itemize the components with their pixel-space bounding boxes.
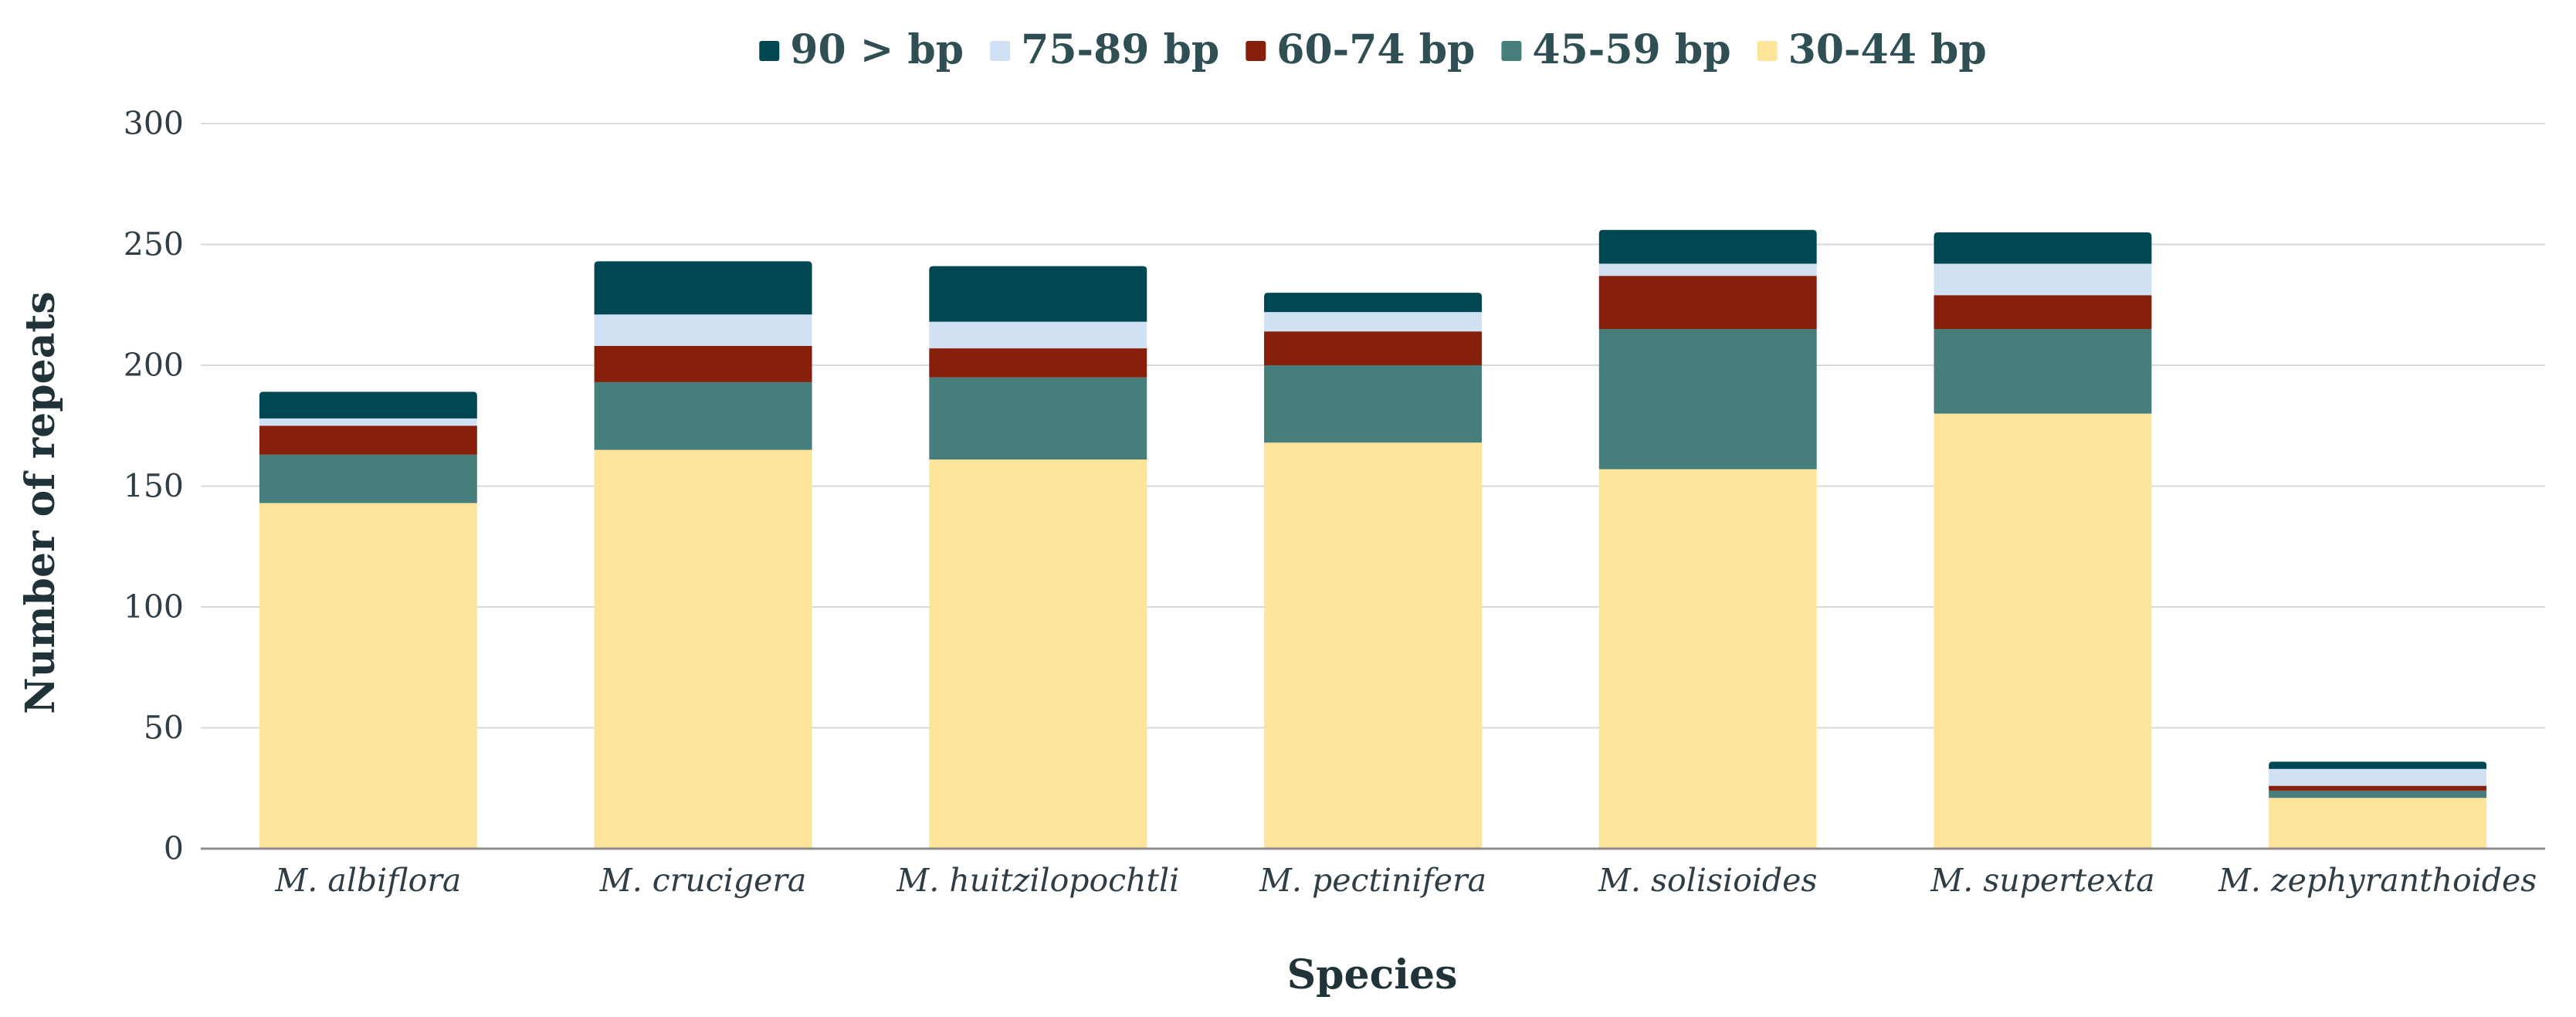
x-tick-label: M. pectinifera [1259, 862, 1486, 899]
bar-stack [594, 261, 812, 849]
bar-segment [929, 377, 1147, 460]
bars [259, 229, 2487, 849]
bar-segment [259, 503, 477, 849]
bar-segment [929, 266, 1147, 322]
y-tick-label: 0 [164, 830, 184, 867]
bar-segment [259, 392, 477, 419]
bar-segment [929, 321, 1147, 349]
legend-label: 75-89 bp [1021, 26, 1219, 73]
bar-segment [1264, 312, 1482, 332]
y-axis-title: Number of repeats [17, 291, 64, 714]
bar-segment [594, 381, 812, 450]
legend-swatch [1757, 41, 1778, 61]
x-axis-ticks: M. albiflora M. crucigera M. huitzilopocht… [274, 862, 2537, 899]
bar-segment [2269, 798, 2487, 849]
bar-segment [1598, 263, 1817, 276]
bar-stack [2269, 761, 2487, 849]
legend-swatch [1246, 41, 1266, 61]
bar-segment [259, 454, 477, 503]
bar-segment [594, 261, 812, 315]
y-tick-label: 300 [124, 105, 184, 142]
legend-label: 90 > bp [790, 26, 964, 73]
bar-segment [1264, 331, 1482, 365]
bar-stack [1934, 232, 2152, 849]
bar-segment [2269, 790, 2487, 798]
bar-segment [929, 459, 1147, 849]
bar-stack [259, 392, 477, 849]
y-axis-ticks: 0 50 100 150 200 250 300 [124, 105, 184, 867]
bar-segment [1264, 442, 1482, 849]
bar-stack [1264, 293, 1482, 849]
bar-segment [1598, 329, 1817, 470]
legend-item: 75-89 bp [990, 26, 1219, 73]
bar-segment [594, 449, 812, 849]
legend-label: 30-44 bp [1788, 26, 1987, 73]
bar-segment [929, 348, 1147, 378]
y-tick-label: 50 [144, 710, 184, 747]
x-tick-label: M. solisioides [1598, 862, 1818, 899]
legend: 90 > bp 75-89 bp 60-74 bp 45-59 bp 30-44 bp [759, 26, 1987, 73]
y-tick-label: 100 [124, 588, 184, 625]
bar-segment [1934, 413, 2152, 849]
x-tick-label: M. huitzilopochtli [896, 862, 1179, 899]
bar-segment [1598, 276, 1817, 330]
legend-label: 45-59 bp [1532, 26, 1730, 73]
legend-item: 90 > bp [759, 26, 964, 73]
x-tick-label: M. zephyranthoides [2218, 862, 2537, 899]
bar-segment [1934, 263, 2152, 296]
legend-swatch [759, 41, 780, 61]
x-tick-label: M. supertexta [1930, 862, 2154, 899]
bar-segment [1934, 329, 2152, 414]
legend-swatch [990, 41, 1011, 61]
y-tick-label: 200 [124, 347, 184, 384]
x-tick-label: M. albiflora [274, 862, 461, 899]
bar-stack [1598, 229, 1817, 849]
x-axis-title: Species [1287, 951, 1458, 998]
bar-segment [259, 418, 477, 426]
bar-segment [2269, 785, 2487, 791]
legend-item: 30-44 bp [1757, 26, 1987, 73]
legend-label: 60-74 bp [1276, 26, 1475, 73]
bar-segment [1598, 469, 1817, 849]
bar-stack [929, 266, 1147, 849]
bar-segment [2269, 768, 2487, 786]
bar-segment [1264, 365, 1482, 443]
bar-segment [594, 314, 812, 346]
bar-segment [259, 425, 477, 455]
y-tick-label: 250 [124, 226, 184, 263]
bar-segment [1934, 232, 2152, 264]
bar-segment [2269, 761, 2487, 769]
y-tick-label: 150 [124, 468, 184, 505]
bar-segment [1264, 293, 1482, 313]
legend-swatch [1501, 41, 1522, 61]
legend-item: 60-74 bp [1246, 26, 1475, 73]
bar-segment [1598, 229, 1817, 264]
legend-item: 45-59 bp [1501, 26, 1731, 73]
bar-segment [1934, 295, 2152, 330]
bar-segment [594, 345, 812, 382]
x-tick-label: M. crucigera [599, 862, 807, 899]
